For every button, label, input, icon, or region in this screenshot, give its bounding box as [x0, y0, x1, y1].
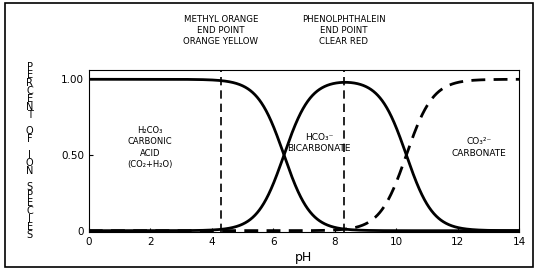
Text: S: S [26, 230, 33, 240]
Text: I: I [28, 214, 31, 224]
Text: E: E [26, 70, 33, 80]
Text: E: E [26, 94, 33, 104]
X-axis label: pH: pH [295, 251, 313, 264]
Text: F: F [27, 134, 32, 144]
Text: R: R [26, 79, 33, 89]
Text: I: I [28, 150, 31, 160]
Text: METHYL ORANGE
END POINT
ORANGE YELLOW: METHYL ORANGE END POINT ORANGE YELLOW [183, 15, 258, 46]
Text: N: N [26, 166, 33, 176]
Text: C: C [26, 206, 33, 216]
Text: P: P [26, 62, 33, 73]
Text: P: P [26, 190, 33, 200]
Text: C: C [26, 86, 33, 96]
Text: E: E [26, 222, 33, 232]
Text: HCO₃⁻
BICARBONATE: HCO₃⁻ BICARBONATE [288, 133, 351, 153]
Text: O: O [26, 126, 33, 136]
Text: O: O [26, 158, 33, 168]
Text: E: E [26, 198, 33, 208]
Text: H₂CO₃
CARBONIC
ACID
(CO₂+H₂O): H₂CO₃ CARBONIC ACID (CO₂+H₂O) [128, 126, 173, 169]
Text: CO₃²⁻
CARBONATE: CO₃²⁻ CARBONATE [452, 137, 507, 158]
Text: N: N [26, 102, 33, 112]
Text: S: S [26, 182, 33, 192]
Text: T: T [27, 110, 32, 120]
Text: PHENOLPHTHALEIN
END POINT
CLEAR RED: PHENOLPHTHALEIN END POINT CLEAR RED [302, 15, 386, 46]
